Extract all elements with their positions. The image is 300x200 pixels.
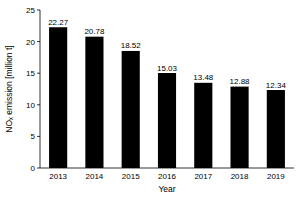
x-axis: [40, 168, 294, 169]
data-label: 13.48: [193, 73, 214, 82]
y-tick: [37, 41, 40, 42]
y-tick-label: 10: [26, 101, 35, 110]
data-label: 22.27: [48, 18, 69, 27]
data-label: 12.34: [266, 81, 287, 90]
y-axis-title: NOₓ emission [million t]: [4, 45, 14, 132]
page: {"chart_data": {"type": "bar", "categori…: [0, 0, 300, 200]
y-tick-label: 15: [26, 69, 35, 78]
bar: [122, 51, 140, 168]
y-tick: [37, 104, 40, 105]
chart: 22.27 20.78 18.52 15.03 13.48 12.88 12.34 0 5 10 1…: [0, 0, 300, 200]
y-tick-label: 0: [31, 164, 36, 173]
y-tick: [37, 73, 40, 74]
x-tick-label: 2016: [158, 172, 176, 181]
data-label: 15.03: [157, 64, 178, 73]
bar: [158, 73, 176, 168]
x-tick-label: 2019: [267, 172, 285, 181]
x-tick-label: 2013: [49, 172, 67, 181]
bar: [267, 90, 285, 168]
bar: [85, 37, 103, 168]
y-tick: [37, 10, 40, 11]
data-label: 18.52: [121, 41, 142, 50]
x-tick-label: 2017: [194, 172, 212, 181]
y-tick: [37, 168, 40, 169]
data-label: 20.78: [84, 27, 105, 36]
x-axis-title: Year: [158, 184, 175, 194]
x-tick-label: 2014: [86, 172, 104, 181]
y-tick-label: 25: [26, 6, 35, 15]
data-label: 12.88: [230, 77, 251, 86]
y-axis: [40, 10, 41, 168]
x-tick-label: 2018: [231, 172, 249, 181]
bars: [49, 27, 285, 168]
y-tick-label: 5: [31, 132, 36, 141]
x-tick-label: 2015: [122, 172, 140, 181]
bar: [49, 27, 67, 168]
bar: [231, 87, 249, 168]
y-tick: [37, 136, 40, 137]
bar: [194, 83, 212, 168]
y-tick-label: 20: [26, 38, 35, 47]
